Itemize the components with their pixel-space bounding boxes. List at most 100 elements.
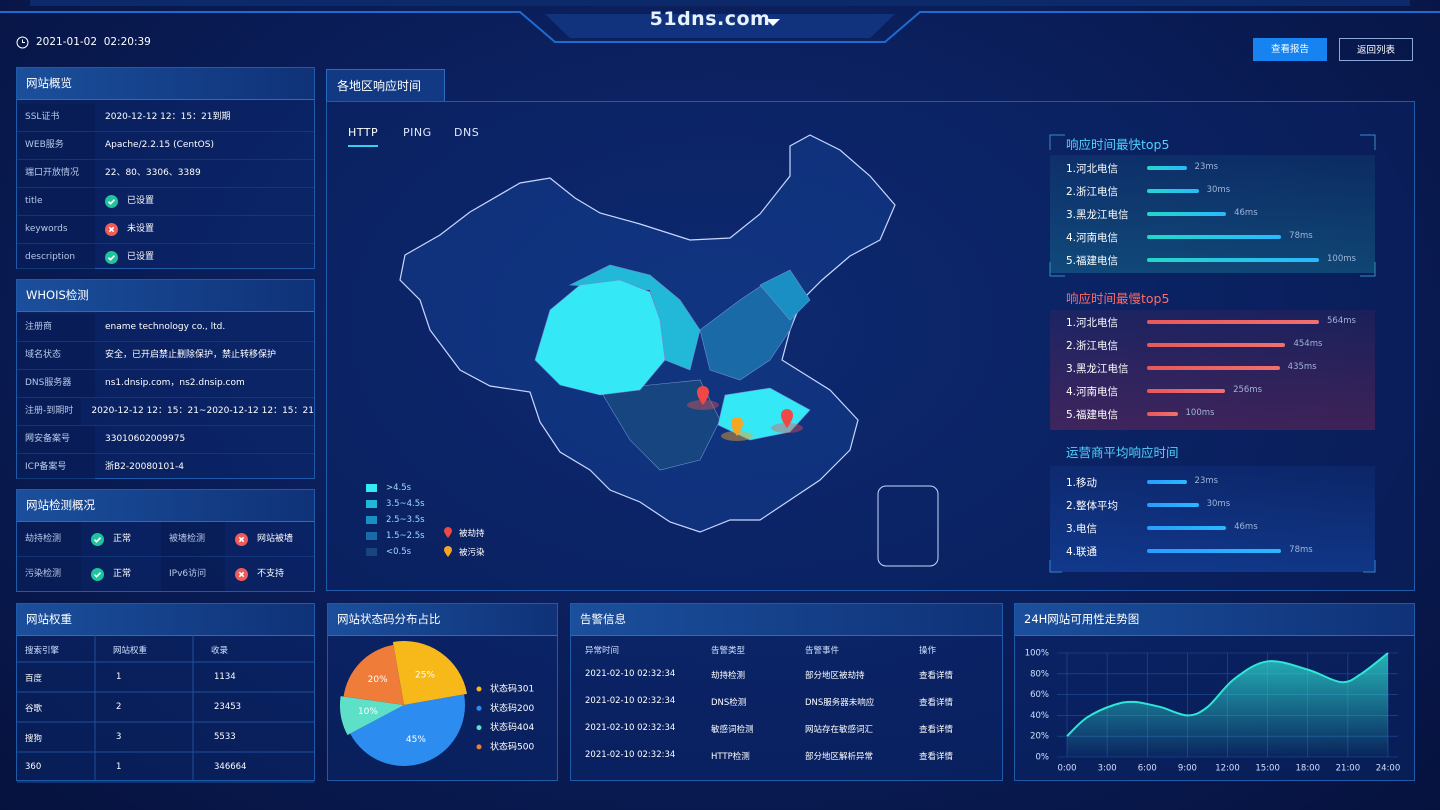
label: 被墙检测 [161, 522, 225, 556]
table-header: 搜索引擎 [25, 646, 60, 656]
detail-link[interactable]: 查看详情 [919, 698, 954, 708]
y-tick-label: 100% [1025, 649, 1049, 659]
rank-label: 4.河南电信 [1066, 232, 1119, 244]
detail-link[interactable]: 查看详情 [919, 725, 954, 735]
table-cell: DNS检测 [711, 698, 747, 708]
tab[interactable]: HTTP [348, 126, 379, 147]
table-cell: 敏感词检测 [711, 725, 754, 735]
table-cell: 1 [116, 762, 122, 772]
x-tick-label: 12:00 [1215, 764, 1240, 774]
table-cell: 百度 [25, 674, 43, 684]
list-title: 响应时间最快top5 [1066, 137, 1170, 152]
rank-label: 5.福建电信 [1066, 255, 1119, 267]
pie-slice [343, 644, 404, 705]
back-button[interactable]: 返回列表 [1339, 38, 1413, 61]
header-decoration [0, 0, 1440, 43]
value: 正常 [113, 569, 132, 579]
bar [1147, 166, 1187, 170]
carrier-box [1050, 466, 1375, 572]
table-cell: HTTP检测 [711, 752, 750, 762]
table-cell: 23453 [214, 702, 242, 712]
y-tick-label: 0% [1036, 753, 1050, 763]
value-label: 23ms [1194, 476, 1219, 486]
panel-title: 网站概览 [17, 68, 314, 100]
rank-label: 4.河南电信 [1066, 386, 1119, 398]
whois-row: 网安备案号 33010602009975 [17, 426, 314, 454]
value-label: 564ms [1327, 316, 1356, 326]
panel-title: 网站检测概况 [17, 490, 314, 522]
detail-link[interactable]: 查看详情 [919, 671, 954, 681]
fail-icon [105, 223, 118, 236]
rank-label: 3.黑龙江电信 [1066, 363, 1129, 375]
table-cell: 2021-02-10 02:32:34 [585, 696, 676, 706]
label: 网安备案号 [17, 426, 95, 453]
table-cell: 谷歌 [25, 704, 43, 714]
table-cell: 5533 [214, 732, 236, 742]
rank-label: 2.浙江电信 [1066, 186, 1119, 198]
datetime: 2021-01-02 02:20:39 [36, 36, 151, 48]
value: 2020-12-12 12：15：21~2020-12-12 12：15：21 [91, 406, 314, 416]
x-tick-label: 21:00 [1336, 764, 1361, 774]
rank-label: 3.电信 [1066, 523, 1098, 535]
x-tick-label: 15:00 [1255, 764, 1280, 774]
table-header: 告警事件 [805, 646, 840, 656]
value: ename technology co., ltd. [105, 322, 226, 332]
legend-label: 状态码301 [490, 683, 534, 695]
table-header: 告警类型 [711, 646, 746, 656]
x-tick-label: 18:00 [1296, 764, 1321, 774]
value-label: 78ms [1289, 545, 1313, 555]
bar [1147, 258, 1319, 262]
label: 端口开放情况 [17, 160, 95, 187]
site-title[interactable]: 51dns.com [649, 8, 771, 30]
line [1066, 652, 1389, 737]
pie-slice [350, 694, 465, 766]
y-tick-label: 20% [1030, 732, 1049, 742]
legend-label: 状态码500 [490, 740, 534, 752]
list-title: 响应时间最慢top5 [1066, 291, 1170, 306]
pie-slice [339, 696, 404, 736]
panel-title: WHOIS检测 [17, 280, 314, 312]
label: 污染检测 [17, 557, 81, 591]
x-tick-label: 9:00 [1178, 764, 1197, 774]
alerts-panel: 告警信息 [570, 603, 1003, 781]
panel-title: 网站状态码分布占比 [328, 604, 557, 636]
legend-label: 状态码200 [490, 702, 534, 714]
x-tick-label: 3:00 [1098, 764, 1117, 774]
report-button[interactable]: 查看报告 [1253, 38, 1327, 61]
table-header: 收录 [211, 646, 229, 656]
x-tick-label: 6:00 [1138, 764, 1157, 774]
value-label: 46ms [1234, 208, 1258, 218]
label: DNS服务器 [17, 370, 95, 397]
value: 33010602009975 [105, 434, 186, 444]
table-cell: 2021-02-10 02:32:34 [585, 750, 676, 760]
table-cell: 1 [116, 672, 122, 682]
value-label: 100ms [1327, 254, 1356, 264]
value-label: 23ms [1194, 162, 1219, 172]
value: 安全，已开启禁止删除保护，禁止转移保护 [105, 350, 277, 360]
bar [1147, 343, 1286, 347]
table-cell: 部分地区解析异常 [805, 752, 874, 762]
value: 未设置 [127, 224, 155, 234]
slow-box [1050, 310, 1375, 430]
legend-dot [476, 686, 482, 692]
legend-label: 2.5~3.5s [386, 515, 425, 525]
bar [1147, 366, 1280, 370]
table-cell: 2021-02-10 02:32:34 [585, 669, 676, 679]
legend-dot [476, 705, 482, 711]
legend-label: >4.5s [386, 483, 412, 493]
label: IPv6访问 [161, 557, 225, 591]
label: 劫持检测 [17, 522, 81, 556]
table-cell: 3 [116, 732, 122, 742]
table-cell: 网站存在敏感词汇 [805, 725, 874, 735]
value-label: 30ms [1206, 185, 1231, 195]
detail-link[interactable]: 查看详情 [919, 752, 954, 762]
ok-icon [91, 567, 104, 581]
table-header: 网站权重 [113, 646, 148, 656]
value-label: 78ms [1289, 231, 1313, 241]
whois-panel: WHOIS检测 注册商 ename technology co., ltd. 域名状… [16, 279, 315, 481]
pie-slice [392, 640, 468, 705]
fail-icon [235, 532, 248, 546]
table-cell: 1134 [214, 672, 236, 682]
label: SSL证书 [17, 104, 95, 131]
